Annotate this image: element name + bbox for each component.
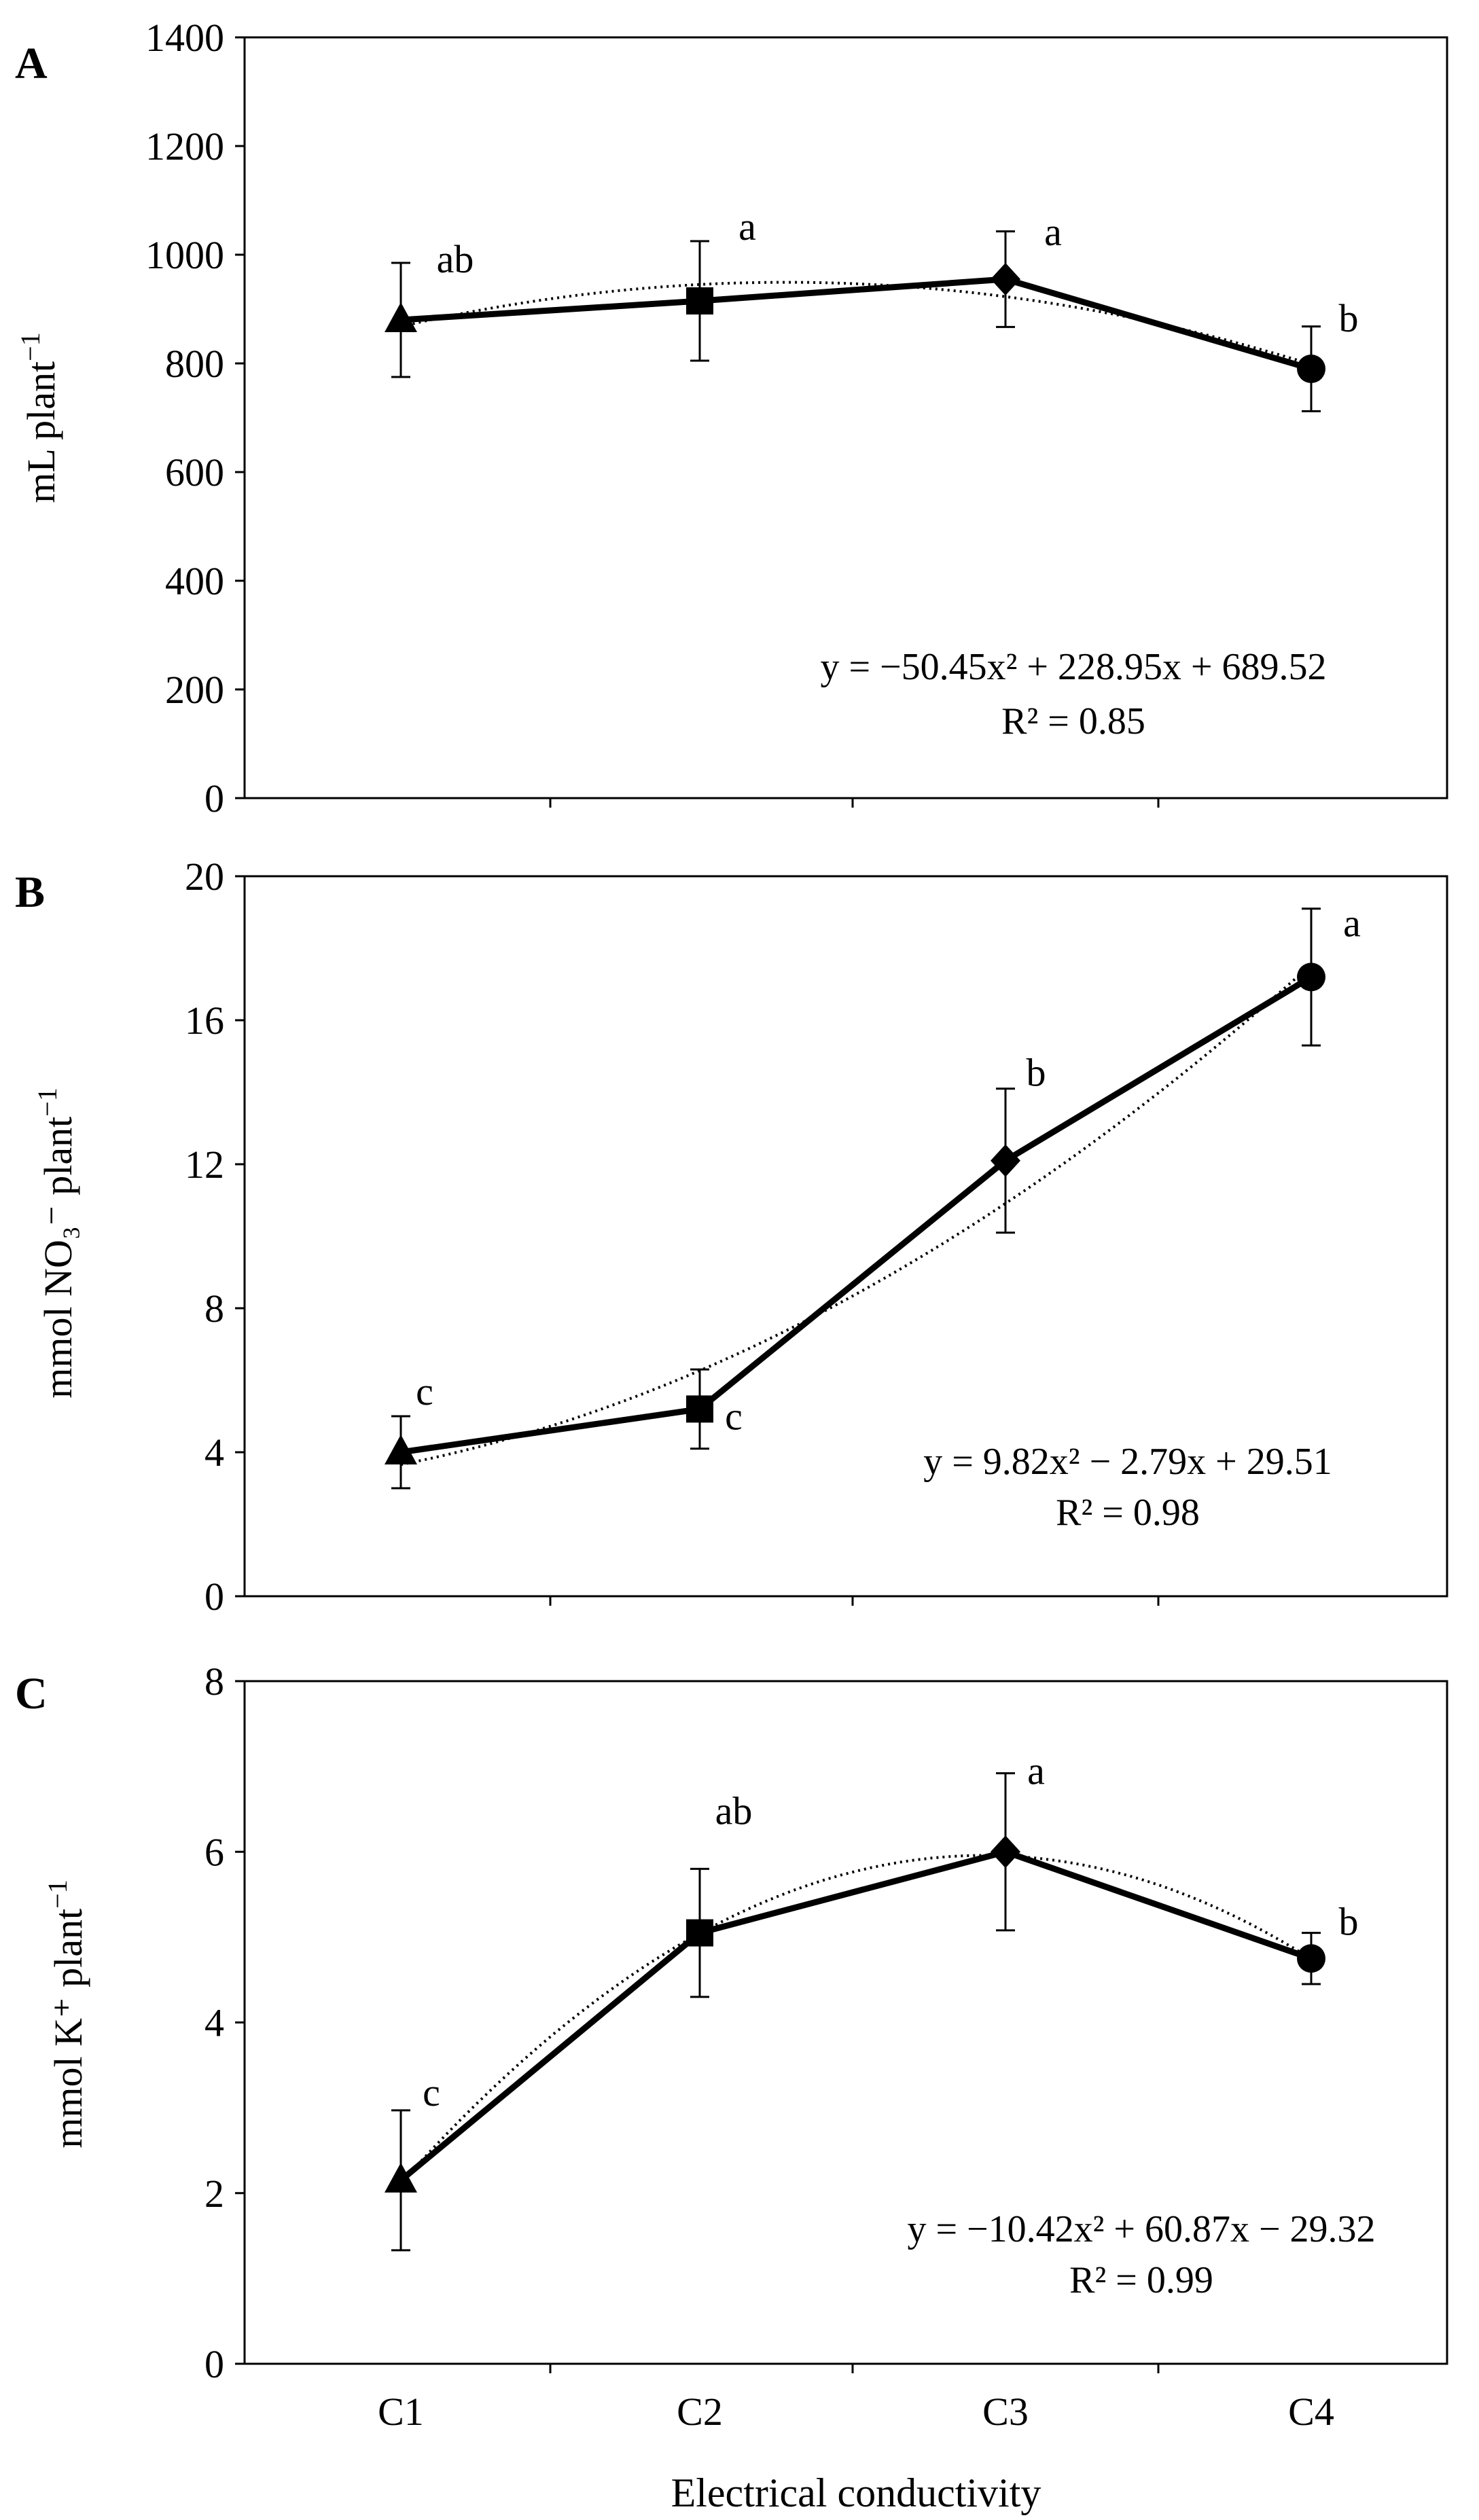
significance-label: c bbox=[423, 2070, 440, 2114]
y-tick-label: 12 bbox=[185, 1142, 224, 1187]
y-tick-label: 0 bbox=[204, 2342, 224, 2386]
y-axis-label: mmol K⁺ plant−1 bbox=[42, 1879, 90, 2148]
significance-label: a bbox=[1027, 1748, 1045, 1793]
y-axis-label: mL plant−1 bbox=[15, 332, 63, 503]
r-squared: R² = 0.99 bbox=[1069, 2259, 1213, 2301]
data-point-c4-circle bbox=[1297, 355, 1325, 383]
y-tick-label: 0 bbox=[204, 776, 224, 821]
data-point-c1-triangle bbox=[385, 302, 417, 332]
significance-label: a bbox=[738, 204, 756, 249]
series-line bbox=[400, 974, 1313, 1456]
significance-label: a bbox=[1343, 901, 1361, 945]
data-point-c3-diamond bbox=[991, 263, 1020, 295]
y-tick-label: 16 bbox=[185, 998, 224, 1043]
data-point-c2-square bbox=[686, 287, 713, 314]
r-squared: R² = 0.98 bbox=[1056, 1492, 1200, 1534]
x-tick-label-c4: C4 bbox=[1288, 2390, 1334, 2434]
y-tick-label: 8 bbox=[204, 1659, 224, 1704]
y-tick-label: 1400 bbox=[145, 16, 224, 60]
data-point-c4-circle bbox=[1297, 1944, 1325, 1973]
x-tick-label-c1: C1 bbox=[378, 2390, 424, 2434]
y-tick-label: 4 bbox=[204, 2001, 224, 2045]
trend-equation: y = 9.82x² − 2.79x + 29.51 bbox=[923, 1441, 1332, 1483]
significance-label: ab bbox=[437, 237, 474, 281]
trend-equation: y = −10.42x² + 60.87x − 29.32 bbox=[907, 2208, 1375, 2250]
x-tick-label-c3: C3 bbox=[982, 2390, 1029, 2434]
data-point-c3-diamond bbox=[991, 1835, 1020, 1869]
x-tick-label-c2: C2 bbox=[677, 2390, 723, 2434]
significance-label: b bbox=[1027, 1051, 1046, 1095]
y-tick-label: 400 bbox=[165, 559, 224, 603]
series-line bbox=[399, 1848, 1313, 2183]
panel-letter: B bbox=[15, 867, 45, 917]
plot-frame bbox=[243, 36, 1448, 799]
y-tick-label: 1000 bbox=[145, 233, 224, 277]
r-squared: R² = 0.85 bbox=[1001, 700, 1145, 742]
data-point-c1-triangle bbox=[385, 1435, 417, 1464]
trend-line bbox=[400, 281, 1312, 366]
data-point-c2-square bbox=[686, 1919, 713, 1947]
data-point-c2-square bbox=[686, 1395, 713, 1423]
y-tick-label: 800 bbox=[165, 342, 224, 386]
plot-frame bbox=[243, 1680, 1448, 2365]
trend-equation: y = −50.45x² + 228.95x + 689.52 bbox=[820, 646, 1326, 688]
data-point-c1-triangle bbox=[385, 2162, 417, 2193]
series-line bbox=[400, 276, 1313, 372]
significance-label: c bbox=[416, 1369, 433, 1414]
trend-line bbox=[400, 963, 1313, 1466]
panel-letter: C bbox=[15, 1669, 48, 1718]
data-point-c3-diamond bbox=[991, 1144, 1020, 1177]
y-tick-label: 0 bbox=[204, 1574, 224, 1619]
y-tick-label: 20 bbox=[185, 854, 224, 899]
y-tick-label: 8 bbox=[204, 1286, 224, 1331]
plot-frame bbox=[243, 875, 1448, 1598]
y-tick-label: 600 bbox=[165, 450, 224, 494]
x-axis-title: Electrical conductivity bbox=[671, 2470, 1041, 2515]
y-tick-label: 200 bbox=[165, 668, 224, 712]
significance-label: ab bbox=[715, 1789, 753, 1833]
y-tick-label: 6 bbox=[204, 1830, 224, 1874]
y-tick-label: 4 bbox=[204, 1430, 224, 1475]
significance-label: b bbox=[1339, 1899, 1359, 1943]
panel-letter: A bbox=[15, 39, 48, 88]
significance-label: b bbox=[1339, 296, 1359, 340]
y-tick-label: 1200 bbox=[145, 124, 224, 168]
significance-label: a bbox=[1044, 210, 1062, 254]
data-point-c4-circle bbox=[1297, 962, 1325, 992]
y-tick-label: 2 bbox=[204, 2172, 224, 2216]
trend-line bbox=[399, 1854, 1313, 2184]
y-axis-label: mmol NO₃⁻ plant−1 bbox=[32, 1087, 80, 1398]
significance-label: c bbox=[725, 1394, 743, 1438]
